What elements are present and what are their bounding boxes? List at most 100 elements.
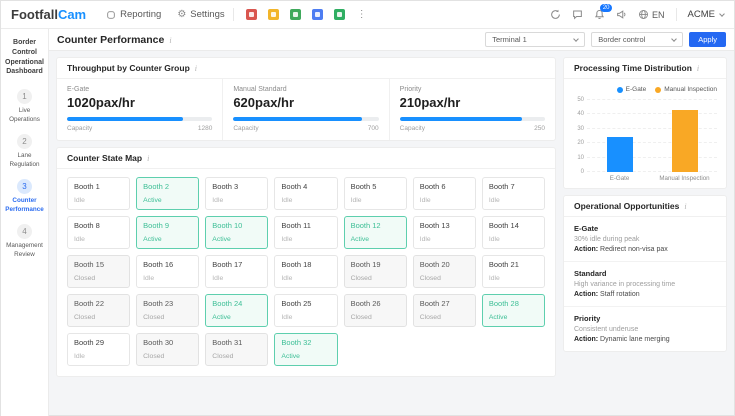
- info-icon[interactable]: i: [147, 154, 150, 163]
- legend-item-e-gate[interactable]: E-Gate: [616, 86, 646, 93]
- booth-label: Booth 9: [143, 221, 169, 230]
- chart-plot: 0 10 20 30 40 50: [573, 97, 717, 175]
- opportunities-header: Operational Opportunities i: [564, 196, 726, 217]
- capacity-row: Capacity 250: [400, 125, 545, 132]
- terminal-select[interactable]: Terminal 1: [485, 32, 586, 47]
- booth-status: Closed: [74, 314, 96, 321]
- step-number: 3: [17, 179, 32, 195]
- counter-state-map-card: Counter State Map i Booth 1 Idle Booth 2…: [56, 147, 556, 377]
- feedback-icon[interactable]: [572, 9, 583, 20]
- chart-bars: [587, 100, 717, 172]
- opportunity-name: Priority: [574, 314, 601, 323]
- booth-status: Active: [488, 314, 508, 321]
- app-icon-blue[interactable]: [311, 9, 323, 20]
- booth-cell: Booth 31 Closed: [205, 333, 269, 366]
- booth-label: Booth 8: [74, 221, 100, 230]
- app-icon-teal[interactable]: [333, 9, 345, 20]
- sidebar-step-live-operations[interactable]: 1 Live Operations: [3, 89, 46, 124]
- booth-status: Idle: [419, 197, 431, 204]
- booth-cell: Booth 16 Idle: [136, 255, 200, 288]
- booth-label: Booth 12: [350, 221, 381, 230]
- x-axis-label: E-Gate: [609, 175, 630, 182]
- booth-cell: Booth 27 Closed: [412, 294, 476, 327]
- capacity-label: Capacity: [67, 125, 93, 132]
- info-icon[interactable]: i: [169, 35, 172, 45]
- sidebar-step-counter-performance[interactable]: 3 Counter Performance: [3, 179, 46, 214]
- booth-cell: Booth 1 Idle: [67, 177, 131, 210]
- booth-status: Closed: [212, 353, 234, 360]
- throughput-group-e-gate: E-Gate 1020pax/hr Capacity 1280: [57, 79, 222, 140]
- divider: [232, 8, 234, 21]
- booth-status: Closed: [143, 314, 165, 321]
- booth-cell: Booth 20 Closed: [412, 255, 476, 288]
- account-menu[interactable]: ACME: [688, 9, 725, 20]
- notifications-bell-icon[interactable]: 20: [594, 4, 613, 20]
- booth-status: Idle: [350, 197, 362, 204]
- booth-status: Idle: [74, 197, 85, 204]
- booth-cell: Booth 5 Idle: [343, 177, 407, 210]
- booth-status: Idle: [212, 197, 224, 204]
- booth-status: Idle: [281, 275, 293, 282]
- y-axis-tick: 20: [577, 140, 584, 147]
- booth-cell: Booth 14 Idle: [481, 216, 545, 249]
- announcements-icon[interactable]: [616, 9, 627, 20]
- globe-icon: [639, 10, 649, 19]
- top-bar: FootfallCam Reporting ⚙ Settings ⋮ 20 EN: [1, 1, 734, 29]
- booth-status: Idle: [281, 197, 293, 204]
- booth-status: Idle: [488, 275, 500, 282]
- booth-label: Booth 31: [212, 338, 243, 347]
- app-icon-red[interactable]: [245, 9, 257, 20]
- apply-button[interactable]: Apply: [689, 32, 726, 47]
- info-icon[interactable]: i: [684, 202, 687, 211]
- y-axis-tick: 50: [577, 97, 584, 103]
- booth-status: Active: [350, 236, 370, 243]
- y-axis-tick: 10: [577, 154, 584, 161]
- booth-label: Booth 4: [281, 182, 308, 191]
- booth-cell: Booth 30 Closed: [136, 333, 200, 366]
- throughput-card: Throughput by Counter Group i E-Gate 102…: [56, 57, 556, 141]
- capacity-value: 250: [534, 125, 545, 132]
- booth-cell: Booth 21 Idle: [481, 255, 545, 288]
- group-value: 210pax/hr: [399, 95, 461, 110]
- processing-time-header: Processing Time Distribution i: [564, 58, 726, 79]
- booth-cell: Booth 29 Idle: [67, 333, 131, 366]
- processing-time-card: Processing Time Distribution i E-Gate Ma…: [563, 57, 727, 189]
- booth-label: Booth 21: [488, 260, 519, 269]
- app-icon-yellow[interactable]: [267, 9, 279, 20]
- booth-status: Idle: [488, 197, 500, 204]
- booth-label: Booth 18: [281, 260, 312, 269]
- gridline: [587, 127, 717, 129]
- booth-label: Booth 20: [419, 260, 450, 269]
- language-selector[interactable]: EN: [638, 9, 665, 20]
- booth-status: Idle: [419, 236, 431, 243]
- app-icon-green[interactable]: [289, 9, 301, 20]
- booth-label: Booth 2: [143, 182, 169, 191]
- nav-reporting[interactable]: Reporting: [106, 9, 161, 20]
- scope-select[interactable]: Border control: [591, 32, 684, 47]
- step-label: Counter Performance: [5, 197, 44, 213]
- refresh-icon[interactable]: [550, 9, 561, 20]
- booth-cell: Booth 18 Idle: [274, 255, 338, 288]
- legend-item-manual-inspection[interactable]: Manual Inspection: [655, 86, 717, 93]
- more-apps-icon[interactable]: ⋮: [356, 9, 367, 20]
- booth-label: Booth 13: [419, 221, 450, 230]
- opportunity-e-gate: E-Gate 30% idle during peak Action: Redi…: [564, 217, 726, 262]
- footfallcam-logo[interactable]: FootfallCam: [11, 7, 87, 22]
- booth-cell: Booth 7 Idle: [481, 177, 545, 210]
- step-label: Lane Regulation: [9, 152, 40, 168]
- booth-cell: Booth 22 Closed: [67, 294, 131, 327]
- counter-state-map-header: Counter State Map i: [57, 148, 555, 169]
- sidebar-step-management-review[interactable]: 4 Management Review: [3, 224, 46, 259]
- info-icon[interactable]: i: [696, 64, 700, 73]
- booth-label: Booth 29: [74, 338, 105, 347]
- info-icon[interactable]: i: [194, 64, 197, 73]
- nav-settings[interactable]: ⚙ Settings: [177, 8, 225, 20]
- throughput-card-header: Throughput by Counter Group i: [57, 58, 555, 79]
- sidebar-step-lane-regulation[interactable]: 2 Lane Regulation: [3, 134, 46, 169]
- legend-dot: [655, 86, 662, 93]
- gear-icon: ⚙: [177, 8, 187, 20]
- booth-label: Booth 25: [281, 299, 312, 308]
- group-label: Priority: [399, 86, 422, 93]
- chevron-down-icon: [573, 35, 580, 42]
- booth-label: Booth 24: [212, 299, 243, 308]
